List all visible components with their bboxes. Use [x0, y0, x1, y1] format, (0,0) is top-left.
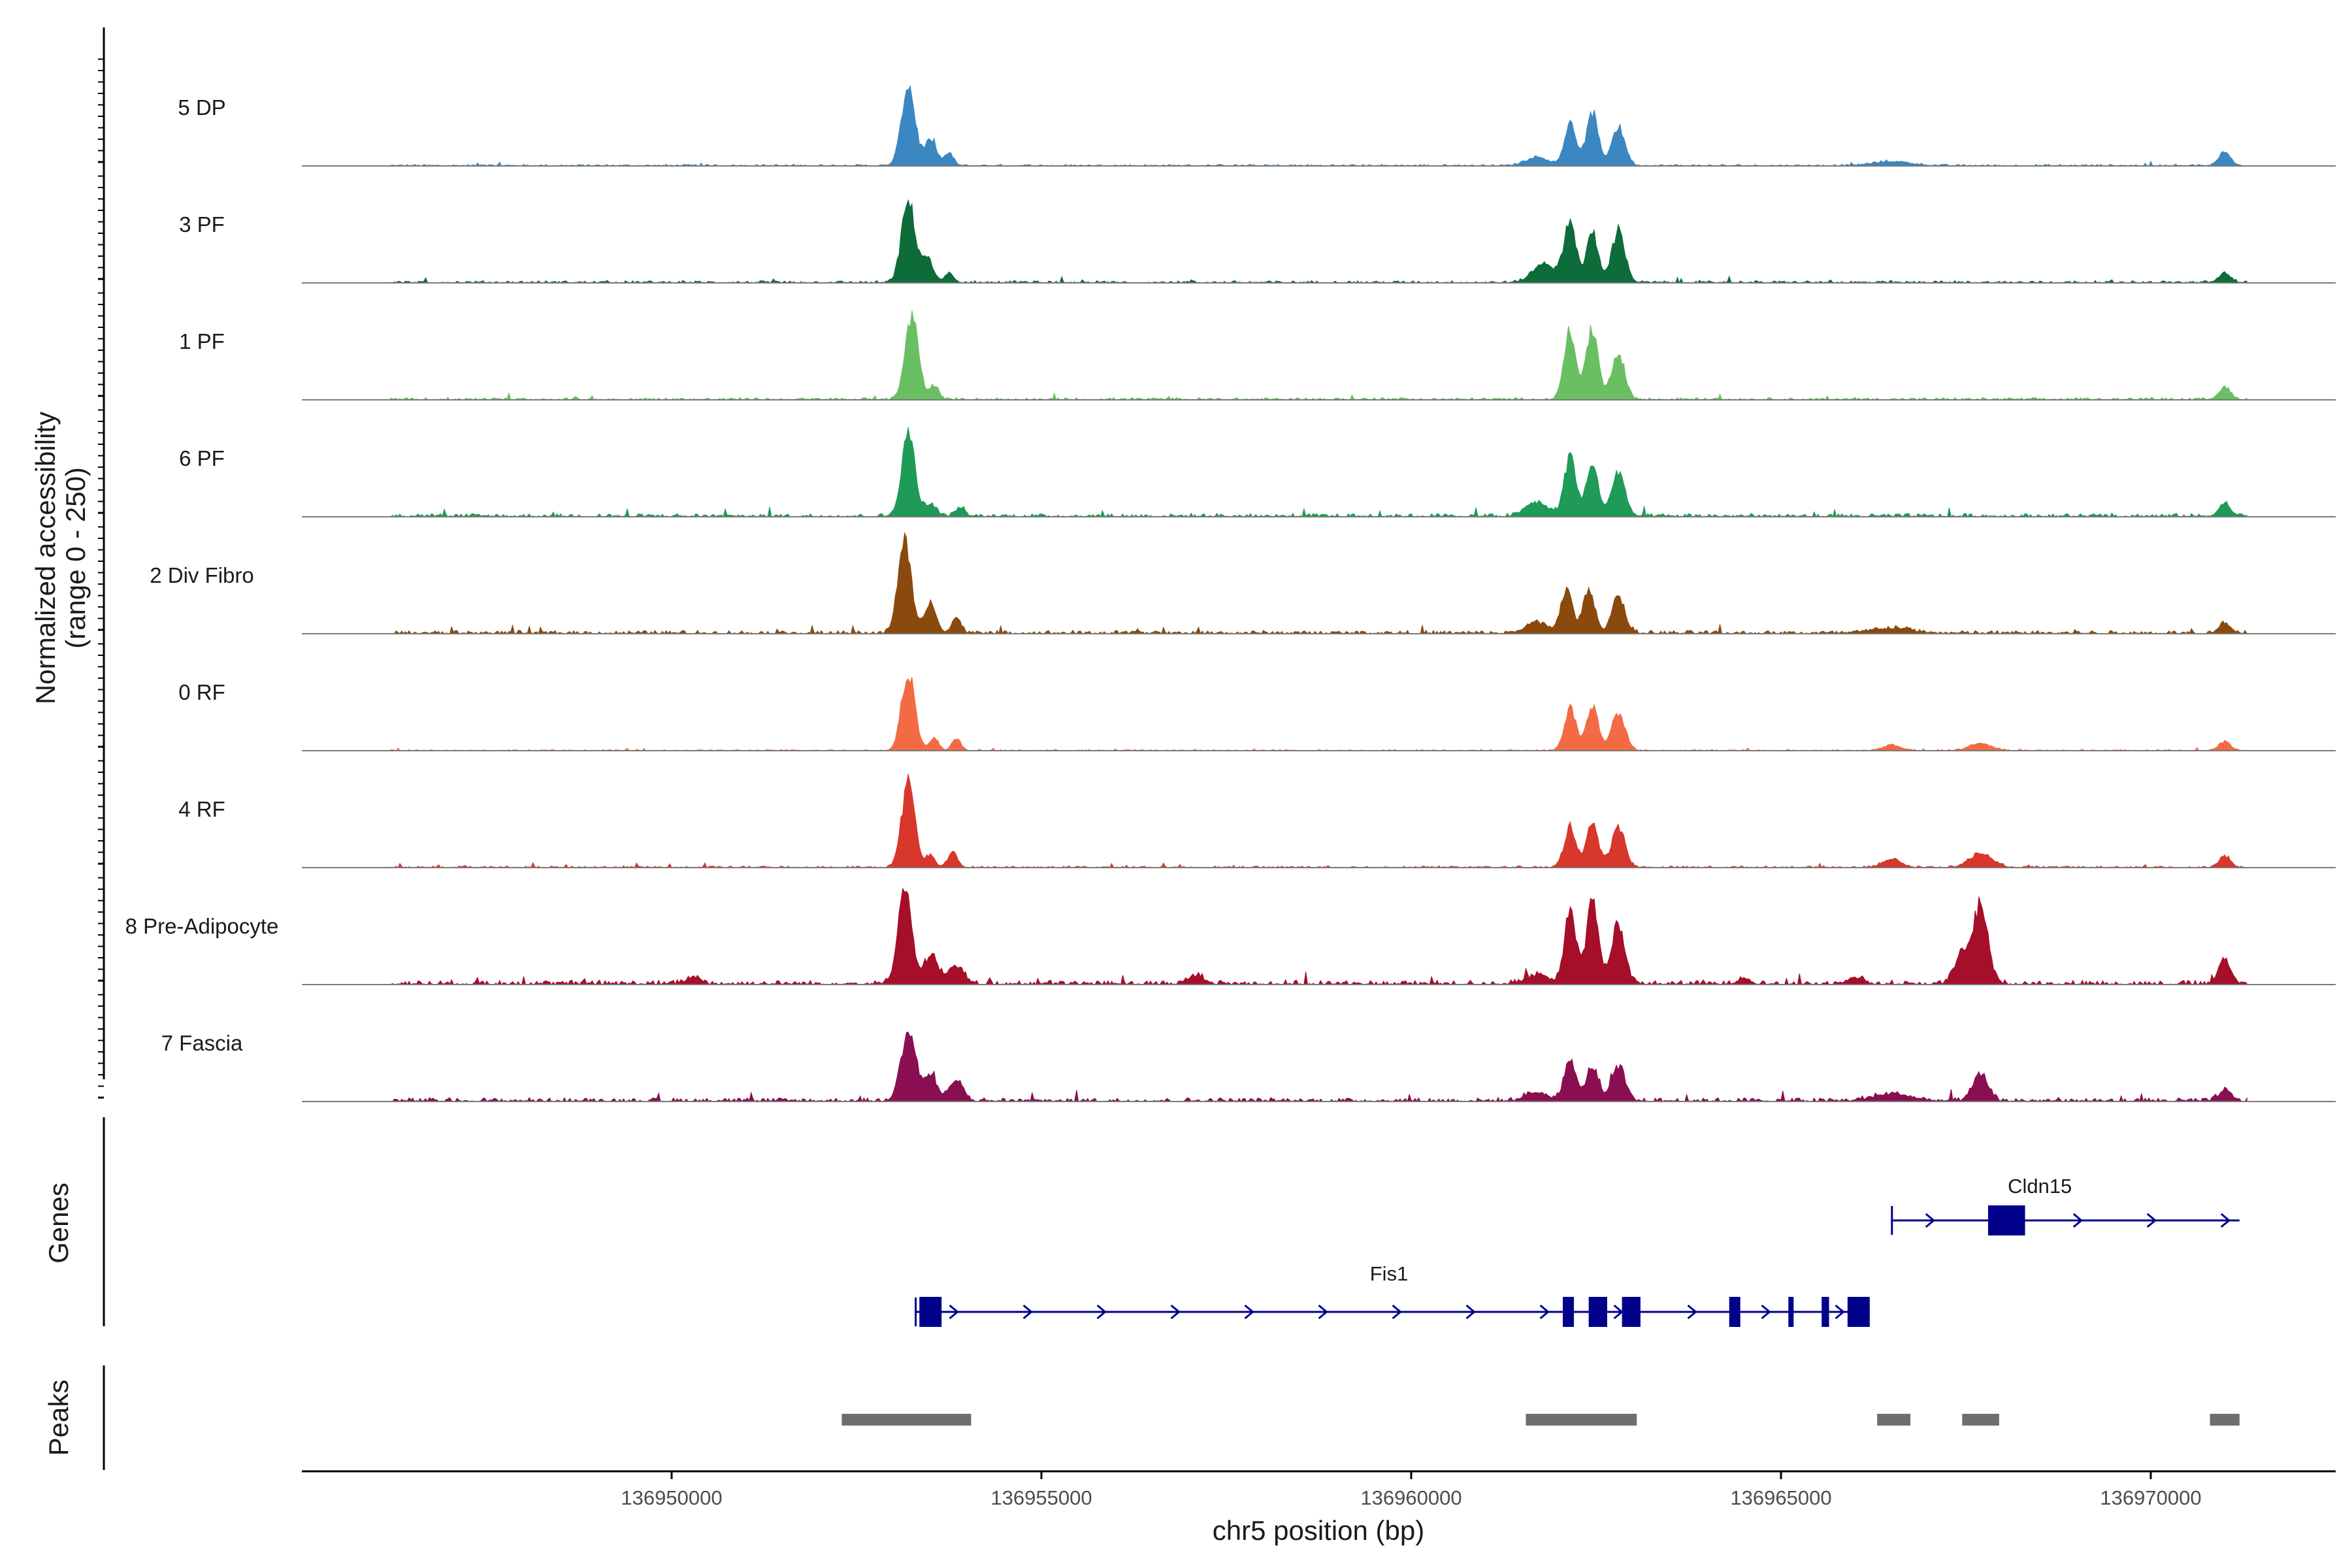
gene-fis1: Fis1 [915, 1262, 1870, 1327]
x-axis-tick-label: 136965000 [1730, 1486, 1831, 1509]
track-label: 4 RF [178, 797, 225, 821]
coverage-signal [390, 310, 2247, 400]
track-label: 8 Pre-Adipocyte [125, 914, 279, 938]
gene-cldn15: Cldn15 [1891, 1175, 2240, 1235]
exon [1588, 1297, 1607, 1327]
exon [1622, 1297, 1641, 1327]
strand-arrow [1170, 1304, 1181, 1320]
strand-arrow [1539, 1304, 1550, 1320]
track-5-dp: 5 DP [178, 84, 2336, 167]
genes-panel-label: Genes [43, 1183, 74, 1264]
strand-arrow [2072, 1213, 2083, 1228]
exon [1729, 1297, 1740, 1327]
peak-region [1877, 1414, 1911, 1426]
x-axis-tick-label: 136960000 [1360, 1486, 1462, 1509]
track-1-pf: 1 PF [179, 310, 2336, 400]
gene-name: Fis1 [1370, 1262, 1409, 1285]
track-3-pf: 3 PF [179, 199, 2336, 284]
peaks-panel-label: Peaks [43, 1380, 74, 1456]
coverage-signal [390, 774, 2247, 868]
coverage-signal [390, 677, 2247, 751]
exon [1987, 1205, 2025, 1235]
strand-arrow [1465, 1304, 1476, 1320]
coverage-signal [390, 84, 2247, 167]
x-axis-tick-label: 136970000 [2100, 1486, 2201, 1509]
strand-arrow [1687, 1304, 1697, 1320]
strand-arrow [1244, 1304, 1254, 1320]
track-8-pre-adipocyte: 8 Pre-Adipocyte [125, 887, 2336, 986]
track-4-rf: 4 RF [178, 774, 2336, 868]
track-7-fascia: 7 Fascia [161, 1031, 2336, 1103]
strand-arrow [1925, 1213, 1936, 1228]
x-axis-tick-label: 136955000 [990, 1486, 1092, 1509]
gene-name: Cldn15 [2008, 1175, 2072, 1198]
strand-arrow [1613, 1304, 1624, 1320]
coverage-signal [390, 1032, 2247, 1103]
coverage-signal [390, 199, 2247, 284]
exon [1821, 1297, 1829, 1327]
x-axis-ticks: 136950000 136955000 136960000 136965000 1369… [621, 1471, 2202, 1509]
x-axis-tick-label: 136950000 [621, 1486, 722, 1509]
track-label: 1 PF [179, 329, 225, 353]
strand-arrow [1318, 1304, 1328, 1320]
exon [1788, 1297, 1794, 1327]
track-2-div-fibro: 2 Div Fibro [150, 532, 2336, 635]
strand-arrow [1096, 1304, 1107, 1320]
exon [1847, 1297, 1870, 1327]
coverage-signal [389, 427, 2247, 518]
track-6-pf: 6 PF [179, 427, 2336, 518]
coverage-axis [98, 27, 105, 1099]
peak-regions [841, 1414, 2240, 1426]
strand-arrow [2220, 1213, 2231, 1228]
track-label: 2 Div Fibro [150, 563, 254, 587]
strand-arrow [1835, 1304, 1845, 1320]
strand-arrow [1761, 1304, 1771, 1320]
track-0-rf: 0 RF [178, 677, 2336, 751]
peak-region [841, 1414, 972, 1426]
peak-region [1526, 1414, 1637, 1426]
peak-region [2210, 1414, 2240, 1426]
track-label: 3 PF [179, 212, 225, 237]
coverage-signal [390, 887, 2247, 986]
coverage-signal [390, 532, 2247, 635]
strand-arrow [1022, 1304, 1033, 1320]
track-label: 5 DP [178, 95, 225, 120]
exon [919, 1297, 942, 1327]
x-axis-title: chr5 position (bp) [1213, 1515, 1425, 1546]
track-label: 7 Fascia [161, 1031, 243, 1055]
y-axis-title-line1: Normalized accessibility [30, 412, 61, 704]
track-label: 6 PF [179, 446, 225, 470]
coverage-tracks: 5 DP 3 PF 1 PF 6 PF 2 Div Fibro 0 RF 4 RF 8 Pre… [125, 84, 2336, 1103]
strand-arrow [2146, 1213, 2157, 1228]
strand-arrow [949, 1304, 959, 1320]
gene-annotations: Cldn15 Fis1 [915, 1175, 2240, 1327]
track-label: 0 RF [178, 680, 225, 704]
strand-arrow [1392, 1304, 1402, 1320]
y-axis-title-line2: (range 0 - 250) [60, 467, 91, 649]
exon [1563, 1297, 1575, 1327]
peak-region [1962, 1414, 1999, 1426]
